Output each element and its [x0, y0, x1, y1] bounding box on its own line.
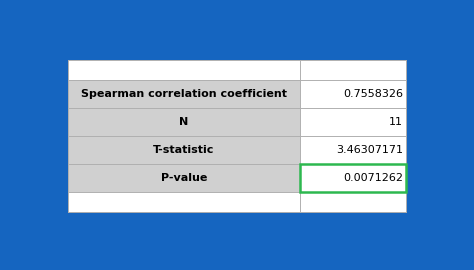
Text: Spearman correlation coefficient: Spearman correlation coefficient — [81, 89, 287, 99]
Bar — [68, 136, 300, 164]
Text: 11: 11 — [389, 117, 403, 127]
Bar — [300, 164, 406, 192]
Bar — [68, 60, 406, 212]
Text: N: N — [179, 117, 188, 127]
Text: 3.46307171: 3.46307171 — [336, 145, 403, 155]
Bar — [68, 80, 300, 108]
Text: T-statistic: T-statistic — [153, 145, 214, 155]
Bar — [68, 164, 300, 192]
Text: 0.7558326: 0.7558326 — [343, 89, 403, 99]
Text: 0.0071262: 0.0071262 — [343, 173, 403, 183]
Text: P-value: P-value — [161, 173, 207, 183]
Bar — [68, 108, 300, 136]
